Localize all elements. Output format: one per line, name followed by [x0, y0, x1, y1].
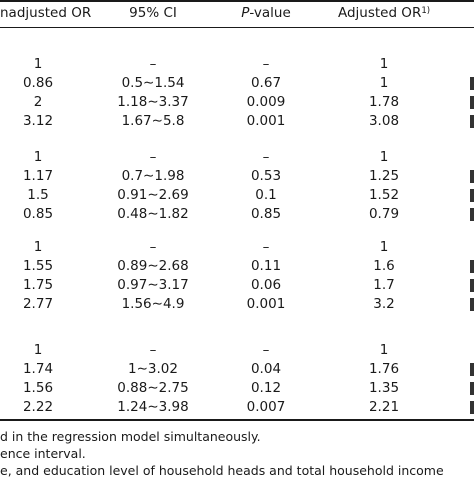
- cell-adjusted-or: 1.78: [368, 94, 400, 110]
- cropped-column-mark: [470, 401, 474, 414]
- cell-95-ci: 0.91∼2.69: [117, 187, 189, 203]
- cell-p-value: –: [262, 239, 270, 255]
- cell-adjusted-or: 1: [379, 342, 389, 358]
- cell-95-ci: –: [149, 239, 157, 255]
- cell-p-value: –: [262, 56, 270, 72]
- cropped-column-mark: [470, 96, 474, 109]
- cell-p-value: 0.11: [250, 258, 282, 274]
- cell-p-value: 0.85: [250, 206, 282, 222]
- header-p-italic: P: [241, 5, 250, 21]
- cell-adjusted-or: 1.25: [368, 168, 400, 184]
- top-rule: [0, 0, 474, 2]
- cell-adjusted-or: 1: [379, 239, 389, 255]
- header-rule: [0, 27, 474, 28]
- cell-95-ci: 1∼3.02: [128, 361, 178, 377]
- cell-p-value: 0.001: [246, 113, 286, 129]
- cell-p-value: 0.1: [255, 187, 277, 203]
- cell-95-ci: 0.5∼1.54: [121, 75, 185, 91]
- cell-adjusted-or: 1: [379, 75, 389, 91]
- cropped-column-mark: [470, 115, 474, 128]
- cell-adjusted-or: 1.76: [368, 361, 400, 377]
- cell-unadjusted-or: 1: [33, 149, 43, 165]
- cell-p-value: 0.12: [250, 380, 282, 396]
- cell-unadjusted-or: 1.74: [22, 361, 54, 377]
- cropped-column-mark: [470, 77, 474, 90]
- cell-unadjusted-or: 1.56: [22, 380, 54, 396]
- bottom-rule: [0, 419, 474, 421]
- cropped-column-mark: [470, 298, 474, 311]
- cell-95-ci: 1.56∼4.9: [121, 296, 185, 312]
- cell-unadjusted-or: 2: [33, 94, 43, 110]
- cropped-column-mark: [470, 208, 474, 221]
- cell-adjusted-or: 0.79: [368, 206, 400, 222]
- cell-unadjusted-or: 1.5: [27, 187, 49, 203]
- header-adjusted-footnote-marker: 1): [421, 6, 431, 16]
- header-unadjusted-or: nadjusted OR: [0, 5, 92, 21]
- cell-adjusted-or: 1: [379, 149, 389, 165]
- cell-adjusted-or: 2.21: [368, 399, 400, 415]
- cell-adjusted-or: 3.2: [373, 296, 395, 312]
- cell-p-value: 0.53: [250, 168, 282, 184]
- cell-95-ci: 0.97∼3.17: [117, 277, 189, 293]
- cell-adjusted-or: 3.08: [368, 113, 400, 129]
- cropped-column-mark: [470, 279, 474, 292]
- cell-unadjusted-or: 2.77: [22, 296, 54, 312]
- cell-95-ci: –: [149, 342, 157, 358]
- cropped-column-mark: [470, 363, 474, 376]
- cell-unadjusted-or: 1: [33, 239, 43, 255]
- cell-adjusted-or: 1.6: [373, 258, 395, 274]
- cell-p-value: 0.06: [250, 277, 282, 293]
- header-p-value: P-value: [241, 4, 291, 22]
- cell-adjusted-or: 1.7: [373, 277, 395, 293]
- cropped-column-mark: [470, 382, 474, 395]
- cell-unadjusted-or: 0.85: [22, 206, 54, 222]
- footnote-2: ence interval.: [0, 446, 86, 461]
- footnote-3: e, and education level of household head…: [0, 463, 444, 478]
- cell-95-ci: –: [149, 56, 157, 72]
- cell-unadjusted-or: 1.55: [22, 258, 54, 274]
- cell-adjusted-or: 1: [379, 56, 389, 72]
- cropped-column-mark: [470, 170, 474, 183]
- cropped-column-mark: [470, 189, 474, 202]
- cell-unadjusted-or: 2.22: [22, 399, 54, 415]
- cell-unadjusted-or: 1.75: [22, 277, 54, 293]
- cell-p-value: 0.67: [250, 75, 282, 91]
- header-95-ci: 95% CI: [129, 5, 177, 21]
- cell-95-ci: 1.67∼5.8: [121, 113, 185, 129]
- cell-unadjusted-or: 1: [33, 56, 43, 72]
- cell-95-ci: 0.88∼2.75: [117, 380, 189, 396]
- cell-95-ci: 1.24∼3.98: [117, 399, 189, 415]
- cell-95-ci: 1.18∼3.37: [117, 94, 189, 110]
- cell-adjusted-or: 1.52: [368, 187, 400, 203]
- cell-unadjusted-or: 1.17: [22, 168, 54, 184]
- cell-unadjusted-or: 3.12: [22, 113, 54, 129]
- cell-adjusted-or: 1.35: [368, 380, 400, 396]
- cell-95-ci: 0.48∼1.82: [117, 206, 189, 222]
- header-adjusted-label: Adjusted OR: [337, 5, 422, 21]
- footnote-1: d in the regression model simultaneously…: [0, 429, 261, 444]
- header-p-rest: -value: [249, 5, 291, 21]
- cell-95-ci: 0.7∼1.98: [121, 168, 185, 184]
- cell-p-value: 0.009: [246, 94, 286, 110]
- cell-95-ci: 0.89∼2.68: [117, 258, 189, 274]
- cell-unadjusted-or: 1: [33, 342, 43, 358]
- cell-p-value: 0.007: [246, 399, 286, 415]
- cell-p-value: –: [262, 342, 270, 358]
- cell-unadjusted-or: 0.86: [22, 75, 54, 91]
- cropped-column-mark: [470, 260, 474, 273]
- cell-p-value: 0.001: [246, 296, 286, 312]
- cell-p-value: 0.04: [250, 361, 282, 377]
- header-adjusted-or: Adjusted OR1): [338, 4, 430, 22]
- cell-p-value: –: [262, 149, 270, 165]
- cell-95-ci: –: [149, 149, 157, 165]
